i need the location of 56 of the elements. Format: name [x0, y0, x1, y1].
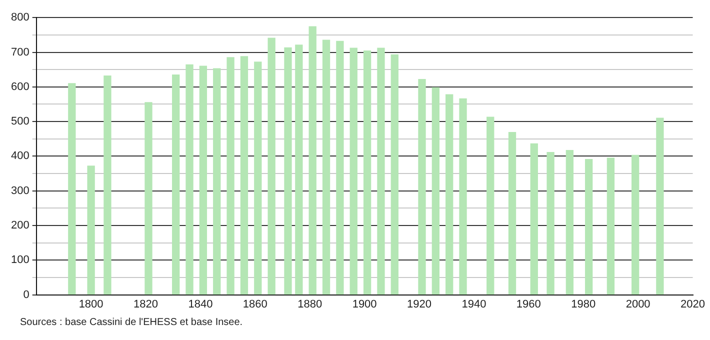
y-tick-label: 600 — [10, 80, 30, 93]
source-note: Sources : base Cassini de l'EHESS et base Insee. — [20, 317, 244, 328]
bar — [68, 83, 76, 295]
x-tick-label: 1900 — [352, 298, 377, 310]
bar — [486, 116, 494, 295]
y-tick-label: 200 — [10, 220, 30, 232]
bar — [606, 158, 615, 295]
bar — [213, 68, 221, 295]
bar — [295, 44, 303, 295]
bar — [322, 40, 330, 295]
bar — [87, 166, 95, 295]
bar — [284, 47, 292, 295]
x-tick-label: 1980 — [571, 298, 596, 310]
bar — [226, 57, 234, 295]
y-tick-label: 300 — [10, 184, 30, 197]
bar — [268, 38, 276, 295]
x-tick-label: 1800 — [78, 298, 104, 310]
bar — [585, 158, 593, 295]
bar — [377, 48, 385, 295]
bar — [390, 54, 398, 295]
bar — [363, 50, 372, 295]
bar — [546, 152, 554, 295]
y-tick-label: 100 — [10, 254, 30, 266]
bar — [350, 48, 358, 295]
bar — [566, 150, 574, 295]
x-tick-label: 1940 — [462, 298, 486, 310]
bar — [104, 75, 112, 295]
bar — [418, 78, 426, 295]
x-tick-label: 1840 — [188, 298, 213, 310]
bar — [432, 87, 440, 295]
bar — [336, 40, 344, 295]
bar — [254, 62, 262, 295]
y-tick-label: 800 — [10, 12, 30, 24]
x-tick-label: 1880 — [298, 298, 322, 310]
bar — [530, 143, 538, 295]
bar — [508, 132, 516, 295]
y-tick-label: 700 — [10, 46, 30, 58]
bar — [186, 64, 194, 295]
bar — [172, 74, 180, 295]
x-tick-label: 1960 — [516, 298, 541, 310]
bar — [240, 56, 248, 295]
y-tick-label: 400 — [10, 150, 30, 162]
x-tick-label: 1860 — [242, 298, 268, 310]
bar — [308, 26, 316, 295]
bar — [199, 66, 208, 295]
x-tick-label: 2000 — [626, 298, 650, 310]
bar — [656, 118, 664, 295]
y-tick-label: 500 — [10, 116, 30, 128]
bar — [446, 94, 454, 295]
y-tick-label: 0 — [23, 288, 30, 301]
x-tick-label: 1920 — [407, 298, 432, 310]
bar — [459, 98, 467, 295]
x-tick-label: 1820 — [134, 298, 158, 310]
bar — [144, 102, 152, 295]
bar — [632, 154, 640, 295]
x-tick-label: 2020 — [680, 298, 706, 310]
